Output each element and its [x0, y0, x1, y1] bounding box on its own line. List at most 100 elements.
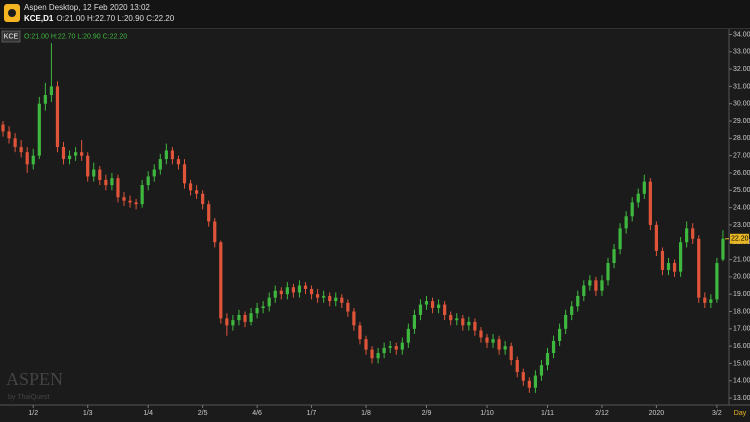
candle-body [443, 304, 447, 315]
candle-body [600, 280, 604, 291]
candle-body [606, 263, 610, 281]
x-tick-label: 2/9 [422, 410, 432, 417]
candle-body [273, 290, 277, 298]
candle-body [539, 365, 544, 376]
watermark-sub: by ThaiQuest [8, 394, 50, 401]
candle-body [104, 179, 108, 186]
candle-body [636, 193, 640, 203]
candle-body [509, 346, 513, 360]
candle-body [588, 280, 592, 286]
candle-body [164, 150, 168, 160]
candle-body [388, 346, 392, 348]
candle-body [309, 288, 314, 295]
candle-body [703, 297, 707, 303]
x-tick-label: 1/11 [541, 410, 554, 417]
candle-body [213, 221, 217, 243]
candle-body [660, 250, 665, 270]
quote: O:21.00 H:22.70 L:20.90 C:22.20 [56, 14, 175, 23]
candle-body [279, 290, 283, 295]
candle-body [255, 308, 259, 314]
symbol: KCE,D1 [24, 14, 54, 23]
candle-body [406, 328, 410, 343]
candle-body [352, 311, 356, 326]
candle-body [285, 287, 289, 295]
y-tick-label: 27.00 [733, 153, 750, 160]
candle-body [485, 337, 489, 343]
chart-subtitle: O:21.00 H:22.70 L:20.90 C:22.20 [24, 33, 127, 40]
candle-body [291, 287, 295, 293]
candle-body [424, 301, 429, 305]
y-tick-label: 25.00 [733, 187, 750, 194]
x-tick-label: 2/12 [595, 410, 609, 417]
candle-body [400, 342, 404, 350]
candle-body [7, 131, 11, 139]
candle-body [376, 353, 380, 359]
candle-body [92, 169, 96, 177]
candle-body [558, 328, 562, 341]
candle-body [340, 297, 344, 303]
y-tick-label: 21.00 [733, 256, 750, 263]
candle-body [654, 224, 658, 251]
candle-body [146, 176, 150, 186]
quote-line: KCE,D1 O:21.00 H:22.70 L:20.90 C:22.20 [24, 14, 174, 23]
candle-body [25, 152, 29, 165]
candle-body [412, 314, 416, 329]
candle-body [515, 359, 519, 373]
candle-body [618, 228, 622, 250]
candle-body [243, 314, 247, 322]
x-tick-label: 4/6 [252, 410, 262, 417]
candle-body [503, 346, 507, 350]
candle-body [134, 202, 138, 205]
candle-body [195, 190, 199, 194]
candle-body [691, 228, 695, 239]
candle-body [128, 200, 132, 203]
last-price-box [730, 233, 749, 244]
candle-body [182, 164, 187, 184]
candle-body [709, 299, 713, 303]
x-tick-label: 2/5 [198, 410, 208, 417]
candle-body [19, 147, 23, 153]
symbol-box [1, 30, 21, 43]
candle-body [122, 197, 126, 201]
plot-bg [0, 29, 750, 422]
y-tick-label: 23.00 [733, 222, 750, 229]
candle-body [152, 169, 156, 177]
candle-body [564, 314, 568, 329]
candle-body [98, 169, 102, 180]
y-tick-label: 30.00 [733, 101, 750, 108]
last-price-label: 22.20 [731, 236, 749, 243]
title-bar: Aspen Desktop, 12 Feb 2020 13:02 KCE,D1 O… [0, 0, 750, 29]
candle-body [322, 295, 326, 298]
candle-body [570, 306, 574, 315]
y-tick-label: 20.00 [733, 274, 750, 281]
candle-body [49, 86, 53, 96]
y-tick-label: 13.00 [733, 395, 750, 402]
period-label: Day [734, 410, 747, 417]
candle-body [219, 242, 223, 319]
candle-body [612, 249, 616, 264]
candle-body [43, 95, 47, 104]
candle-body [521, 372, 525, 381]
app-icon [4, 4, 20, 22]
watermark: ASPEN [6, 369, 63, 389]
candle-body [455, 318, 459, 321]
candle-body [231, 320, 235, 326]
x-tick-label: 1/2 [28, 410, 38, 417]
candle-body [382, 347, 386, 354]
candle-body [31, 155, 35, 165]
candle-body [176, 159, 181, 165]
y-tick-label: 28.00 [733, 135, 750, 142]
candle-body [467, 321, 471, 326]
y-tick-label: 24.00 [733, 204, 750, 211]
candle-body [394, 346, 398, 350]
candle-body [80, 152, 84, 156]
y-tick-label: 34.00 [733, 31, 750, 38]
y-tick-label: 26.00 [733, 170, 750, 177]
candle-body [430, 301, 435, 309]
candle-body [303, 285, 308, 289]
y-tick-label: 17.00 [733, 326, 750, 333]
candle-body [346, 302, 350, 312]
candle-body [328, 295, 332, 302]
